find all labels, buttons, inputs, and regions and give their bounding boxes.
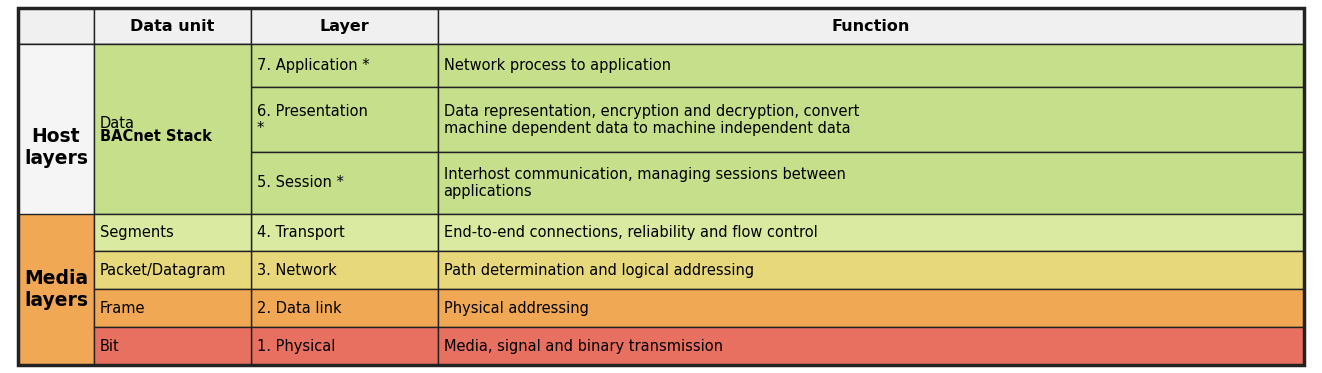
- Bar: [94, 44, 251, 87]
- Bar: [19, 87, 94, 152]
- Bar: [94, 214, 251, 251]
- Bar: [94, 214, 251, 251]
- Bar: [19, 214, 94, 251]
- Bar: [251, 87, 438, 152]
- Text: Path determination and logical addressing: Path determination and logical addressin…: [444, 263, 754, 278]
- Text: Network process to application: Network process to application: [444, 58, 670, 73]
- Bar: [438, 251, 1303, 289]
- Bar: [94, 251, 251, 289]
- Bar: [19, 8, 94, 44]
- Bar: [438, 87, 1303, 152]
- Text: Segments: Segments: [100, 225, 173, 240]
- Text: 2. Data link: 2. Data link: [256, 301, 341, 316]
- Bar: [438, 8, 1303, 44]
- Bar: [251, 289, 438, 327]
- Bar: [19, 44, 94, 87]
- Bar: [438, 289, 1303, 327]
- Text: End-to-end connections, reliability and flow control: End-to-end connections, reliability and …: [444, 225, 817, 240]
- Text: Function: Function: [832, 19, 910, 34]
- Bar: [94, 289, 251, 327]
- Bar: [251, 152, 438, 214]
- Bar: [251, 251, 438, 289]
- Bar: [251, 44, 438, 87]
- Text: Data representation, encryption and decryption, convert
machine dependent data t: Data representation, encryption and decr…: [444, 104, 859, 136]
- Text: 5. Session *: 5. Session *: [256, 175, 344, 190]
- Text: Media, signal and binary transmission: Media, signal and binary transmission: [444, 339, 723, 354]
- Text: Bit: Bit: [100, 339, 119, 354]
- Bar: [19, 152, 94, 214]
- Text: 4. Transport: 4. Transport: [256, 225, 344, 240]
- Text: Layer: Layer: [319, 19, 369, 34]
- Bar: [19, 251, 94, 289]
- Text: 1. Physical: 1. Physical: [256, 339, 334, 354]
- Text: Interhost communication, managing sessions between
applications: Interhost communication, managing sessio…: [444, 167, 846, 199]
- Bar: [94, 251, 251, 289]
- Text: Frame: Frame: [100, 301, 145, 316]
- Bar: [19, 214, 94, 365]
- Text: 6. Presentation
*: 6. Presentation *: [256, 104, 368, 136]
- Bar: [94, 289, 251, 327]
- Bar: [94, 8, 251, 44]
- Text: 7. Application *: 7. Application *: [256, 58, 369, 73]
- Bar: [251, 327, 438, 365]
- Bar: [438, 327, 1303, 365]
- Bar: [251, 8, 438, 44]
- Bar: [19, 327, 94, 365]
- Bar: [438, 44, 1303, 87]
- Text: BACnet Stack: BACnet Stack: [100, 129, 212, 144]
- Text: Packet/Datagram: Packet/Datagram: [100, 263, 226, 278]
- Bar: [94, 44, 251, 214]
- Bar: [19, 289, 94, 327]
- Text: 3. Network: 3. Network: [256, 263, 336, 278]
- Bar: [94, 327, 251, 365]
- Bar: [438, 152, 1303, 214]
- Bar: [94, 152, 251, 214]
- Bar: [438, 214, 1303, 251]
- Text: Media
layers: Media layers: [24, 269, 89, 310]
- Text: Data: Data: [100, 116, 135, 131]
- Bar: [94, 327, 251, 365]
- Bar: [94, 87, 251, 152]
- Text: Host
layers: Host layers: [24, 127, 87, 168]
- Bar: [251, 214, 438, 251]
- Text: Physical addressing: Physical addressing: [444, 301, 588, 316]
- Bar: [19, 44, 94, 251]
- Text: Data unit: Data unit: [130, 19, 214, 34]
